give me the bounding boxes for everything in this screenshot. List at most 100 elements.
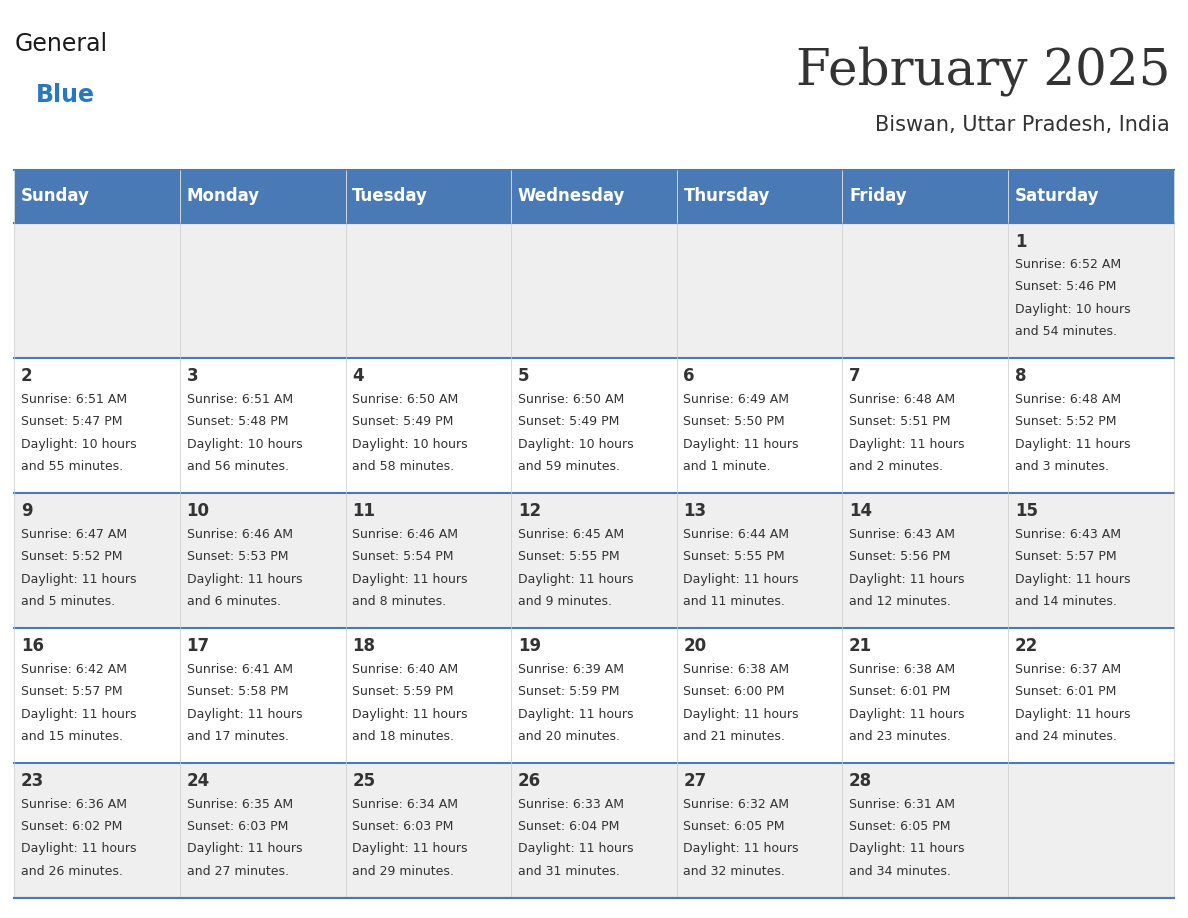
- Text: Daylight: 10 hours: Daylight: 10 hours: [1015, 303, 1130, 316]
- Text: Sunset: 6:05 PM: Sunset: 6:05 PM: [849, 820, 950, 834]
- Text: Sunset: 5:59 PM: Sunset: 5:59 PM: [352, 685, 454, 699]
- Text: Daylight: 11 hours: Daylight: 11 hours: [849, 708, 965, 721]
- Text: Sunset: 5:57 PM: Sunset: 5:57 PM: [1015, 550, 1117, 564]
- Text: Daylight: 10 hours: Daylight: 10 hours: [518, 438, 633, 451]
- Text: 20: 20: [683, 637, 707, 655]
- Text: and 15 minutes.: and 15 minutes.: [21, 730, 122, 743]
- Text: Daylight: 11 hours: Daylight: 11 hours: [352, 708, 468, 721]
- Text: Sunset: 6:01 PM: Sunset: 6:01 PM: [849, 685, 950, 699]
- Text: Daylight: 11 hours: Daylight: 11 hours: [1015, 708, 1130, 721]
- Text: Daylight: 11 hours: Daylight: 11 hours: [187, 708, 302, 721]
- Text: Sunset: 5:56 PM: Sunset: 5:56 PM: [849, 550, 950, 564]
- Text: Sunrise: 6:46 AM: Sunrise: 6:46 AM: [187, 528, 292, 541]
- Text: and 34 minutes.: and 34 minutes.: [849, 865, 950, 878]
- Text: Sunrise: 6:42 AM: Sunrise: 6:42 AM: [21, 663, 127, 676]
- Text: Sunset: 5:58 PM: Sunset: 5:58 PM: [187, 685, 289, 699]
- Text: Sunset: 5:49 PM: Sunset: 5:49 PM: [352, 415, 454, 429]
- Text: 9: 9: [21, 502, 32, 521]
- Text: and 56 minutes.: and 56 minutes.: [187, 460, 289, 473]
- Text: Daylight: 11 hours: Daylight: 11 hours: [187, 573, 302, 586]
- Text: 22: 22: [1015, 637, 1038, 655]
- Text: Sunset: 5:52 PM: Sunset: 5:52 PM: [21, 550, 122, 564]
- Text: Sunrise: 6:32 AM: Sunrise: 6:32 AM: [683, 798, 790, 811]
- Text: Daylight: 11 hours: Daylight: 11 hours: [1015, 573, 1130, 586]
- Text: Sunrise: 6:52 AM: Sunrise: 6:52 AM: [1015, 258, 1120, 271]
- Text: Sunset: 6:04 PM: Sunset: 6:04 PM: [518, 820, 619, 834]
- Text: Sunset: 5:53 PM: Sunset: 5:53 PM: [187, 550, 287, 564]
- Text: Sunrise: 6:50 AM: Sunrise: 6:50 AM: [518, 393, 624, 406]
- Text: 11: 11: [352, 502, 375, 521]
- Text: and 2 minutes.: and 2 minutes.: [849, 460, 943, 473]
- Text: and 31 minutes.: and 31 minutes.: [518, 865, 620, 878]
- Polygon shape: [129, 37, 163, 85]
- Text: Daylight: 11 hours: Daylight: 11 hours: [352, 843, 468, 856]
- Text: and 26 minutes.: and 26 minutes.: [21, 865, 122, 878]
- Text: and 9 minutes.: and 9 minutes.: [518, 595, 612, 608]
- Text: 1: 1: [1015, 232, 1026, 251]
- Text: Monday: Monday: [187, 187, 260, 206]
- Text: Sunset: 6:05 PM: Sunset: 6:05 PM: [683, 820, 785, 834]
- Text: February 2025: February 2025: [796, 46, 1170, 95]
- Text: Sunset: 5:59 PM: Sunset: 5:59 PM: [518, 685, 619, 699]
- Text: and 8 minutes.: and 8 minutes.: [352, 595, 447, 608]
- Text: 6: 6: [683, 367, 695, 386]
- Text: Sunrise: 6:38 AM: Sunrise: 6:38 AM: [683, 663, 790, 676]
- Text: and 59 minutes.: and 59 minutes.: [518, 460, 620, 473]
- Text: 15: 15: [1015, 502, 1038, 521]
- Text: Sunset: 5:54 PM: Sunset: 5:54 PM: [352, 550, 454, 564]
- Text: Daylight: 11 hours: Daylight: 11 hours: [21, 573, 137, 586]
- Text: and 21 minutes.: and 21 minutes.: [683, 730, 785, 743]
- Text: Sunrise: 6:48 AM: Sunrise: 6:48 AM: [1015, 393, 1120, 406]
- Text: 12: 12: [518, 502, 541, 521]
- Text: Sunset: 5:49 PM: Sunset: 5:49 PM: [518, 415, 619, 429]
- Text: Sunset: 5:50 PM: Sunset: 5:50 PM: [683, 415, 785, 429]
- Text: Sunrise: 6:49 AM: Sunrise: 6:49 AM: [683, 393, 790, 406]
- Text: Daylight: 11 hours: Daylight: 11 hours: [849, 843, 965, 856]
- Text: Daylight: 11 hours: Daylight: 11 hours: [683, 843, 800, 856]
- Text: 28: 28: [849, 772, 872, 790]
- Text: Sunrise: 6:50 AM: Sunrise: 6:50 AM: [352, 393, 459, 406]
- Text: 2: 2: [21, 367, 32, 386]
- Text: 23: 23: [21, 772, 44, 790]
- Text: Sunset: 5:55 PM: Sunset: 5:55 PM: [683, 550, 785, 564]
- Text: Daylight: 11 hours: Daylight: 11 hours: [849, 573, 965, 586]
- Text: Sunrise: 6:31 AM: Sunrise: 6:31 AM: [849, 798, 955, 811]
- Text: Daylight: 10 hours: Daylight: 10 hours: [21, 438, 137, 451]
- Text: Sunset: 5:55 PM: Sunset: 5:55 PM: [518, 550, 619, 564]
- Text: Daylight: 11 hours: Daylight: 11 hours: [518, 843, 633, 856]
- Text: Sunrise: 6:41 AM: Sunrise: 6:41 AM: [187, 663, 292, 676]
- Text: 7: 7: [849, 367, 861, 386]
- Text: 8: 8: [1015, 367, 1026, 386]
- Text: Sunday: Sunday: [21, 187, 90, 206]
- Text: 21: 21: [849, 637, 872, 655]
- Text: Daylight: 11 hours: Daylight: 11 hours: [849, 438, 965, 451]
- Text: Sunset: 6:03 PM: Sunset: 6:03 PM: [187, 820, 287, 834]
- Text: Biswan, Uttar Pradesh, India: Biswan, Uttar Pradesh, India: [876, 115, 1170, 135]
- Text: Wednesday: Wednesday: [518, 187, 625, 206]
- Text: Daylight: 11 hours: Daylight: 11 hours: [518, 573, 633, 586]
- Text: 24: 24: [187, 772, 210, 790]
- Text: Sunrise: 6:48 AM: Sunrise: 6:48 AM: [849, 393, 955, 406]
- Text: Sunrise: 6:44 AM: Sunrise: 6:44 AM: [683, 528, 790, 541]
- Text: and 29 minutes.: and 29 minutes.: [352, 865, 454, 878]
- Text: Sunrise: 6:46 AM: Sunrise: 6:46 AM: [352, 528, 459, 541]
- Text: 3: 3: [187, 367, 198, 386]
- Text: and 20 minutes.: and 20 minutes.: [518, 730, 620, 743]
- Text: and 18 minutes.: and 18 minutes.: [352, 730, 454, 743]
- Text: Sunrise: 6:45 AM: Sunrise: 6:45 AM: [518, 528, 624, 541]
- Text: Daylight: 11 hours: Daylight: 11 hours: [1015, 438, 1130, 451]
- Text: Daylight: 11 hours: Daylight: 11 hours: [21, 708, 137, 721]
- Text: and 3 minutes.: and 3 minutes.: [1015, 460, 1108, 473]
- Text: Friday: Friday: [849, 187, 906, 206]
- Text: General: General: [14, 32, 107, 56]
- Text: 5: 5: [518, 367, 530, 386]
- Text: Sunset: 6:00 PM: Sunset: 6:00 PM: [683, 685, 785, 699]
- Text: and 27 minutes.: and 27 minutes.: [187, 865, 289, 878]
- Text: Sunset: 5:51 PM: Sunset: 5:51 PM: [849, 415, 950, 429]
- Text: Daylight: 11 hours: Daylight: 11 hours: [683, 708, 800, 721]
- Text: and 24 minutes.: and 24 minutes.: [1015, 730, 1117, 743]
- Text: and 11 minutes.: and 11 minutes.: [683, 595, 785, 608]
- Text: Sunset: 6:01 PM: Sunset: 6:01 PM: [1015, 685, 1116, 699]
- Text: Daylight: 11 hours: Daylight: 11 hours: [187, 843, 302, 856]
- Text: 27: 27: [683, 772, 707, 790]
